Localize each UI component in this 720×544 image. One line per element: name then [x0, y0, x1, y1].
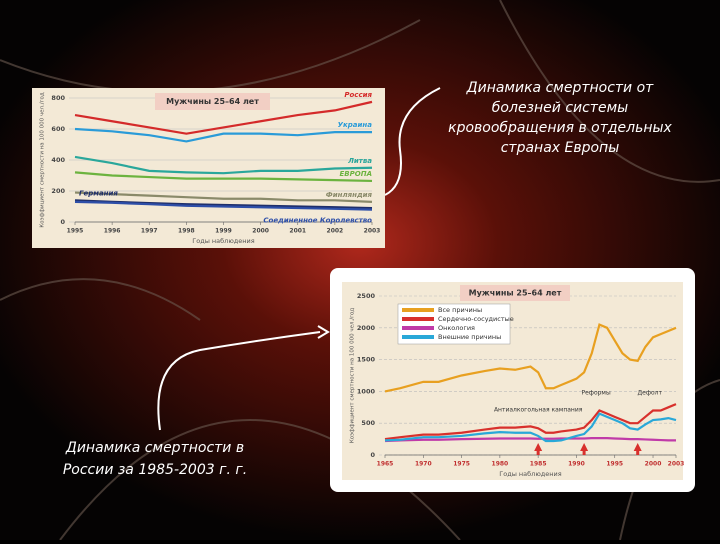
- caption-line: Динамика смертности от: [466, 80, 655, 96]
- annotation: Дефолт: [637, 390, 662, 397]
- series-line: [74, 100, 373, 135]
- x-tick-label: 1990: [568, 461, 585, 468]
- annotation-arrow: [580, 443, 589, 455]
- legend-label: Внешние причины: [438, 333, 501, 341]
- series-label: Россия: [344, 91, 372, 99]
- x-tick-label: 1997: [141, 228, 158, 235]
- x-tick-label: 1965: [377, 461, 394, 468]
- y-tick-label: 2000: [357, 324, 376, 332]
- y-axis-label: Коэффициент смертности на 100 000 чел./г…: [40, 92, 46, 227]
- legend-swatch: [402, 308, 434, 312]
- chart-title: Мужчины 25–64 лет: [166, 97, 259, 106]
- y-tick-label: 500: [361, 419, 375, 427]
- arrows: [157, 87, 441, 431]
- legend-swatch: [402, 335, 434, 339]
- legend-label: Все причины: [438, 306, 482, 314]
- x-tick-label: 2003: [364, 228, 381, 235]
- x-tick-label: 1975: [453, 461, 470, 468]
- annotation-arrow: [534, 443, 543, 455]
- series-label: Украина: [338, 121, 373, 129]
- x-tick-label: 2000: [252, 228, 269, 235]
- caption-line: России за 1985-2003 г. г.: [63, 462, 247, 478]
- y-tick-label: 600: [51, 125, 65, 133]
- y-tick-label: 1500: [357, 356, 376, 364]
- x-axis-label: Годы наблюдения: [499, 470, 561, 478]
- series-line: [384, 412, 677, 443]
- annotation: Реформы: [582, 390, 611, 397]
- x-tick-label: 1970: [415, 461, 432, 468]
- x-tick-label: 1985: [530, 461, 547, 468]
- series-label: Соединенное Королевство: [263, 217, 372, 225]
- series-line: [74, 171, 373, 183]
- series-line: [74, 200, 373, 211]
- annotation-arrow: [633, 443, 642, 455]
- x-tick-label: 1998: [178, 228, 195, 235]
- y-tick-label: 0: [60, 218, 65, 226]
- caption-line: Динамика смертности в: [65, 440, 244, 456]
- series-line: [384, 323, 677, 393]
- x-tick-label: 1995: [606, 461, 623, 468]
- y-tick-label: 400: [51, 156, 65, 164]
- legend-label: Сердечно-сосудистые: [438, 315, 514, 323]
- series-label: ЕВРОПА: [340, 170, 372, 178]
- caption-line: болезней системы: [492, 100, 628, 116]
- x-tick-label: 1995: [67, 228, 84, 235]
- series-line: [74, 155, 373, 175]
- annotation: Антиалкогольная кампания: [494, 407, 583, 414]
- x-tick-label: 1996: [104, 228, 121, 235]
- x-tick-label: 2000: [645, 461, 662, 468]
- series-line: [74, 127, 372, 143]
- x-tick-label: 2002: [327, 228, 344, 235]
- chart-panel: [342, 282, 683, 480]
- x-tick-label: 1980: [492, 461, 509, 468]
- title-box: [460, 285, 570, 301]
- legend-label: Онкология: [438, 324, 475, 332]
- x-tick-label: 2001: [289, 228, 306, 235]
- y-tick-label: 1000: [357, 387, 376, 395]
- series-line: [384, 403, 677, 441]
- series-label: Литва: [347, 157, 372, 165]
- y-tick-label: 0: [370, 451, 375, 459]
- series-line: [384, 437, 676, 443]
- caption-line: кровообращения в отдельных: [448, 120, 672, 136]
- series-label: Германия: [79, 189, 118, 197]
- legend-swatch: [402, 317, 434, 321]
- x-axis-label: Годы наблюдения: [192, 237, 254, 245]
- y-tick-label: 2500: [357, 292, 376, 300]
- chart-title: Мужчины 25–64 лет: [469, 289, 562, 298]
- y-tick-label: 800: [51, 94, 65, 102]
- title-box: [155, 93, 270, 110]
- series-label: Финляндия: [326, 191, 373, 199]
- series-line: [74, 191, 373, 203]
- y-axis-label: Коэффициент смертности на 100 000 чел./г…: [350, 308, 356, 443]
- legend-swatch: [402, 326, 434, 330]
- caption-line: странах Европы: [501, 140, 620, 156]
- x-tick-label: 2003: [668, 461, 685, 468]
- x-tick-label: 1999: [215, 228, 232, 235]
- y-tick-label: 200: [51, 187, 65, 195]
